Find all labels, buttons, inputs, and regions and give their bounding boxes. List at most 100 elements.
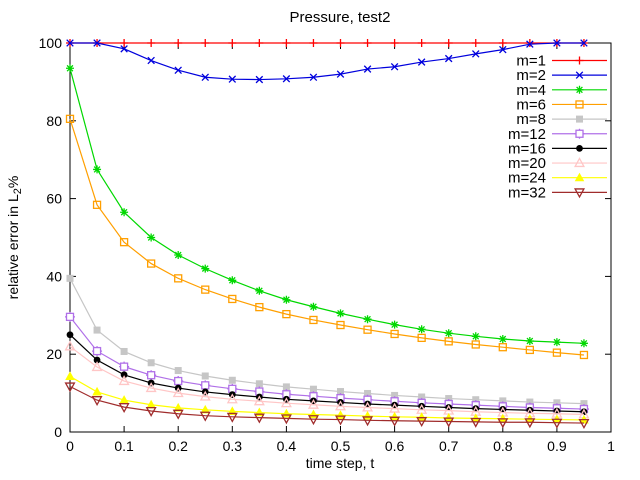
marker-circle-filled [576, 145, 583, 152]
marker-triangle-down-open [64, 382, 76, 393]
marker-x [174, 66, 182, 74]
series-m=4 [66, 64, 588, 348]
series-m=20 [64, 340, 590, 419]
series-m=1 [66, 39, 588, 47]
marker-triangle-up-open [362, 401, 374, 412]
legend-label: m=32 [508, 184, 546, 201]
series-line-m=12 [69, 316, 584, 410]
marker-triangle-up-filled [146, 399, 156, 409]
marker-plus [390, 39, 399, 47]
marker-circle-filled [120, 371, 128, 379]
marker-triangle-up-open [307, 398, 319, 409]
marker-asterisk [444, 329, 453, 338]
marker-plus [498, 39, 507, 47]
marker-square-filled [418, 393, 426, 401]
marker-triangle-down-open [253, 413, 265, 424]
marker-triangle-down-open [172, 409, 184, 420]
marker-asterisk [66, 64, 74, 73]
marker-square-filled [364, 389, 372, 397]
legend-row-m=32: m=32 [508, 184, 607, 201]
marker-asterisk [498, 335, 507, 344]
marker-asterisk [579, 339, 588, 348]
marker-square-filled [120, 347, 128, 355]
legend-label: m=2 [516, 67, 546, 84]
marker-triangle-down-open [307, 415, 319, 426]
marker-square-open [174, 274, 183, 283]
legend-label: m=12 [508, 126, 546, 143]
marker-triangle-down-open [574, 188, 585, 199]
marker-plus [417, 39, 426, 47]
marker-boxplus-box [174, 376, 183, 386]
marker-asterisk [174, 251, 183, 260]
marker-triangle-up-filled [443, 412, 454, 422]
x-tick-label: 0.1 [114, 438, 134, 454]
x-axis-label: time step, t [306, 455, 375, 471]
series-line-m=24 [69, 375, 584, 421]
marker-triangle-up-filled [119, 395, 129, 404]
marker-asterisk [390, 320, 399, 329]
marker-square-open [575, 100, 584, 109]
marker-x [309, 73, 318, 81]
x-tick-label: 0 [66, 438, 74, 454]
marker-square-open [390, 329, 399, 339]
legend-label: m=16 [508, 140, 546, 157]
marker-square-open [444, 337, 453, 346]
marker-circle-filled [66, 331, 74, 339]
marker-asterisk [336, 309, 345, 318]
marker-asterisk [417, 325, 426, 334]
marker-plus [174, 39, 183, 47]
marker-asterisk [201, 264, 210, 273]
marker-square-open [201, 285, 210, 294]
marker-triangle-up-open [145, 382, 157, 393]
marker-square-filled [445, 395, 453, 403]
marker-triangle-up-filled [65, 371, 75, 380]
y-tick-label: 0 [54, 424, 62, 440]
series-line-m=16 [69, 334, 584, 413]
legend-row-m=1: m=1 [516, 53, 607, 70]
marker-square-open [417, 333, 426, 343]
marker-asterisk [147, 233, 156, 242]
marker-square-filled [391, 391, 399, 399]
marker-triangle-down-open [335, 415, 346, 426]
marker-triangle-up-filled [574, 172, 585, 182]
marker-asterisk [309, 302, 318, 311]
marker-triangle-down-open [91, 396, 103, 407]
marker-boxplus-box [575, 129, 584, 138]
marker-triangle-up-open [253, 395, 265, 406]
marker-triangle-down-open [551, 418, 563, 429]
marker-triangle-up-open [226, 393, 238, 404]
marker-triangle-up-filled [173, 402, 183, 412]
marker-asterisk [363, 315, 372, 324]
marker-plus [575, 56, 584, 65]
marker-plus [471, 39, 480, 47]
marker-square-filled [309, 385, 317, 393]
marker-triangle-up-open [199, 390, 211, 401]
series-m=2 [66, 39, 588, 84]
marker-triangle-down-open [497, 418, 509, 429]
marker-triangle-down-open [416, 417, 428, 428]
marker-x [66, 39, 74, 47]
x-tick-label: 0.7 [439, 438, 459, 454]
marker-x [147, 56, 155, 65]
marker-plus [201, 39, 210, 47]
marker-triangle-up-open [172, 387, 184, 398]
marker-triangle-down-open [199, 411, 211, 422]
marker-triangle-down-open [145, 406, 157, 417]
legend-row-m=8: m=8 [516, 111, 607, 128]
y-tick-label: 100 [39, 35, 63, 51]
marker-asterisk [255, 286, 264, 295]
marker-plus [228, 39, 237, 47]
marker-circle-filled [93, 356, 101, 364]
series-m=8 [66, 274, 588, 408]
y-axis-label-text: relative error in L2% [5, 176, 24, 300]
marker-triangle-down-open [362, 416, 374, 427]
legend-label: m=8 [516, 111, 546, 128]
y-tick-label: 40 [46, 268, 62, 284]
x-tick-label: 0.8 [493, 438, 513, 454]
legend-row-m=24: m=24 [508, 170, 607, 187]
marker-asterisk [525, 336, 534, 345]
series-line-m=32 [69, 385, 584, 424]
x-tick-label: 1 [607, 438, 615, 454]
marker-asterisk [93, 165, 102, 174]
